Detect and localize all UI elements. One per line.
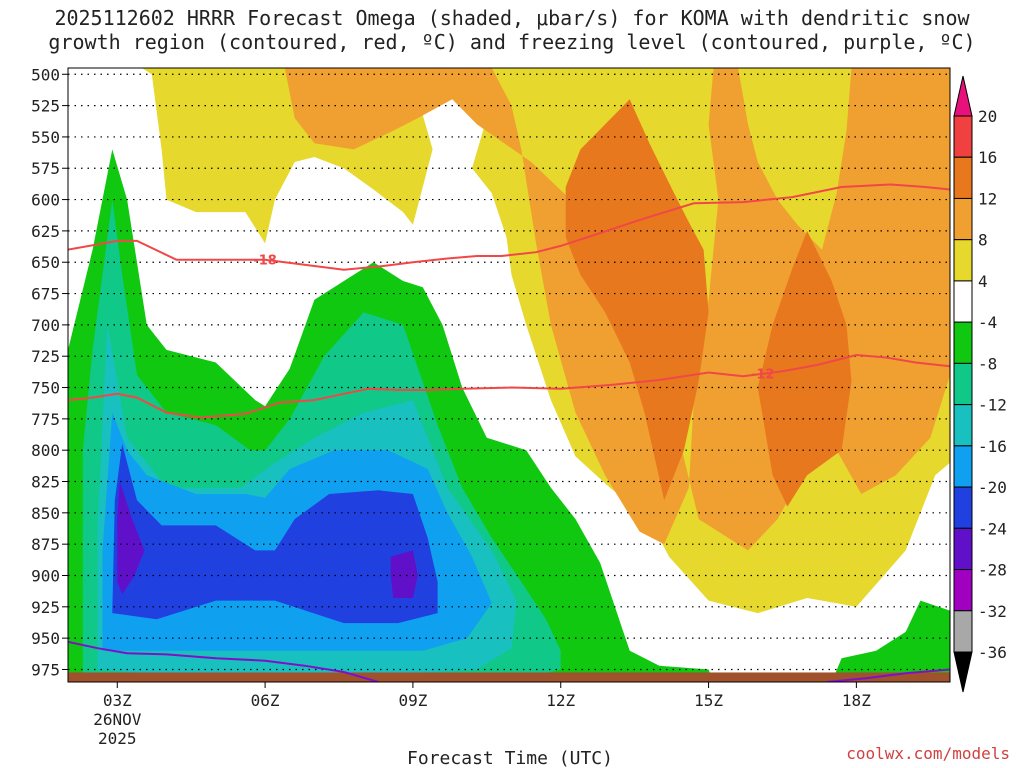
omega-region-descent-04-east bbox=[831, 600, 950, 682]
plot-area bbox=[68, 68, 950, 682]
colorbar-label-20: 20 bbox=[978, 107, 997, 126]
y-tick-label-825: 825 bbox=[31, 473, 60, 492]
colorbar-label--20: -20 bbox=[978, 478, 1007, 497]
colorbar-label--12: -12 bbox=[978, 396, 1007, 415]
contour-label-dgz-minus12: -12 bbox=[751, 368, 775, 383]
colorbar-bin-2 bbox=[953, 197, 973, 241]
colorbar-label--16: -16 bbox=[978, 437, 1007, 456]
chart-title: 2025112602 HRRR Forecast Omega (shaded, … bbox=[0, 6, 1024, 54]
axes: 500 525 550 575 600 625 650 675 700 725 750 775 800 8… bbox=[31, 65, 871, 748]
x-tick-label-03Z: 03Z bbox=[103, 691, 132, 710]
y-tick-label-500: 500 bbox=[31, 65, 60, 84]
colorbar-label--32: -32 bbox=[978, 602, 1007, 621]
y-tick-label-800: 800 bbox=[31, 441, 60, 460]
colorbar-bin-1 bbox=[953, 156, 973, 199]
y-tick-label-625: 625 bbox=[31, 222, 60, 241]
plot-frame bbox=[67, 67, 951, 683]
colorbar-bin-5 bbox=[953, 321, 973, 364]
y-tick-label-750: 750 bbox=[31, 379, 60, 398]
y-tick-label-775: 775 bbox=[31, 410, 60, 429]
colorbar-label-12: 12 bbox=[978, 189, 997, 208]
colorbar-bin-3 bbox=[953, 239, 973, 282]
contour-dgz-minus18 bbox=[68, 183, 950, 271]
colorbar-label--36: -36 bbox=[978, 643, 1007, 662]
colorbar-bin-9 bbox=[953, 486, 973, 529]
omega-region-descent-20 bbox=[112, 443, 438, 624]
y-tick-label-950: 950 bbox=[31, 629, 60, 648]
x-tick-label-09Z: 09Z bbox=[398, 691, 427, 710]
y-tick-label-650: 650 bbox=[31, 253, 60, 272]
colorbar-label--8: -8 bbox=[978, 354, 997, 373]
contour-freezing-level-0-east bbox=[826, 668, 950, 682]
colorbar-top-arrow bbox=[953, 75, 973, 117]
colorbar-bin-4 bbox=[953, 280, 973, 323]
y-tick-label-600: 600 bbox=[31, 191, 60, 210]
y-tick-label-550: 550 bbox=[31, 128, 60, 147]
chart-title-line2: growth region (contoured, red, ºC) and f… bbox=[48, 30, 976, 54]
y-tick-label-575: 575 bbox=[31, 159, 60, 178]
chart-title-line1: 2025112602 HRRR Forecast Omega (shaded, … bbox=[54, 6, 970, 30]
colorbar-bin-12 bbox=[953, 610, 973, 653]
colorbar-label-16: 16 bbox=[978, 148, 997, 167]
colorbar-label--28: -28 bbox=[978, 561, 1007, 580]
ground-surface bbox=[68, 672, 950, 682]
x-axis-title: Forecast Time (UTC) bbox=[407, 748, 613, 768]
x-tick-year-label: 2025 bbox=[98, 729, 137, 748]
colorbar-label--24: -24 bbox=[978, 519, 1007, 538]
y-tick-label-700: 700 bbox=[31, 316, 60, 335]
colorbar-bin-10 bbox=[953, 527, 973, 571]
omega-region-descent-24-east bbox=[390, 550, 418, 598]
colorbar-bin-8 bbox=[953, 445, 973, 488]
colorbar: 20 16 12 8 4 -4 -8 -12 -16 -20 -24 -28 -32 -36 bbox=[953, 75, 1007, 693]
colorbar-label-8: 8 bbox=[978, 231, 988, 250]
x-tick-label-12Z: 12Z bbox=[546, 691, 575, 710]
grid-lines bbox=[68, 73, 950, 671]
y-tick-label-850: 850 bbox=[31, 504, 60, 523]
colorbar-label-4: 4 bbox=[978, 272, 988, 291]
contour-layer: -18 -12 bbox=[68, 183, 950, 682]
y-tick-label-725: 725 bbox=[31, 347, 60, 366]
colorbar-bin-0 bbox=[953, 115, 973, 158]
omega-region-ascent-12-mid bbox=[757, 230, 852, 507]
x-tick-label-06Z: 06Z bbox=[251, 691, 280, 710]
colorbar-label--4: -4 bbox=[978, 313, 997, 332]
contour-freezing-level-0 bbox=[68, 640, 379, 682]
x-tick-label-15Z: 15Z bbox=[694, 691, 723, 710]
site-credit: coolwx.com/models bbox=[846, 744, 1010, 763]
omega-region-descent-24-west bbox=[117, 481, 145, 595]
colorbar-bin-6 bbox=[953, 362, 973, 406]
y-tick-label-525: 525 bbox=[31, 97, 60, 116]
colorbar-bin-7 bbox=[953, 404, 973, 447]
contour-label-dgz-minus18: -18 bbox=[253, 254, 277, 269]
x-tick-date-label: 26NOV bbox=[93, 710, 142, 729]
y-tick-label-875: 875 bbox=[31, 535, 60, 554]
colorbar-bottom-arrow bbox=[953, 651, 973, 693]
x-tick-label-18Z: 18Z bbox=[842, 691, 871, 710]
contour-dgz-minus12 bbox=[68, 353, 950, 419]
y-tick-label-925: 925 bbox=[31, 598, 60, 617]
y-tick-label-975: 975 bbox=[31, 660, 60, 679]
y-tick-label-675: 675 bbox=[31, 285, 60, 304]
colorbar-bin-11 bbox=[953, 569, 973, 612]
y-tick-label-900: 900 bbox=[31, 566, 60, 585]
